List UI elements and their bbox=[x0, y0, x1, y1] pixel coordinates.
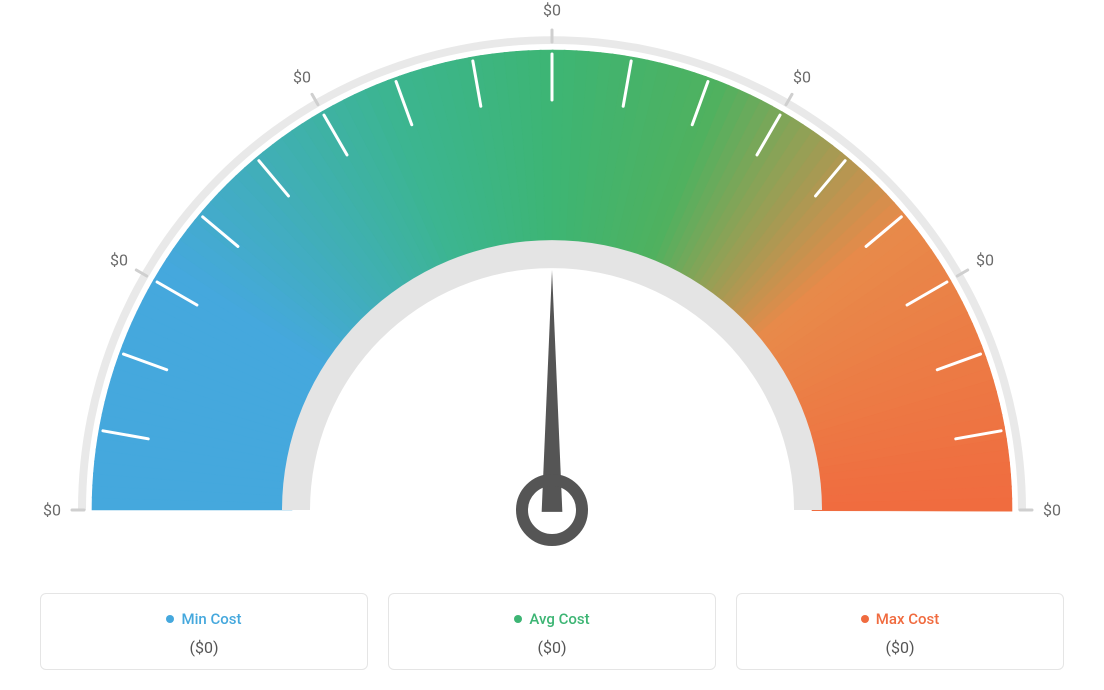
gauge-needle bbox=[522, 270, 582, 540]
legend-value-min: ($0) bbox=[51, 638, 357, 657]
gauge-svg bbox=[0, 0, 1104, 560]
gauge-scale-label: $0 bbox=[543, 1, 561, 20]
legend-label-text: Max Cost bbox=[876, 610, 940, 628]
legend-dot-icon bbox=[514, 615, 522, 623]
gauge-scale-label: $0 bbox=[1043, 501, 1061, 520]
legend-label-max: Max Cost bbox=[861, 610, 940, 628]
gauge-scale-label: $0 bbox=[793, 67, 811, 86]
legend-value-max: ($0) bbox=[747, 638, 1053, 657]
gauge-chart: $0 $0 $0 $0 $0 $0 $0 Min Cost ($0) Avg Cost ($… bbox=[0, 0, 1104, 690]
legend-label-min: Min Cost bbox=[166, 610, 241, 628]
legend-label-text: Avg Cost bbox=[529, 610, 589, 628]
legend-card-min: Min Cost ($0) bbox=[40, 593, 368, 670]
legend-dot-icon bbox=[861, 615, 869, 623]
legend-label-text: Min Cost bbox=[181, 610, 241, 628]
legend-card-max: Max Cost ($0) bbox=[736, 593, 1064, 670]
gauge-scale-label: $0 bbox=[43, 501, 61, 520]
gauge-scale-label: $0 bbox=[110, 251, 128, 270]
legend-dot-icon bbox=[166, 615, 174, 623]
legend-label-avg: Avg Cost bbox=[514, 610, 589, 628]
legend-value-avg: ($0) bbox=[399, 638, 705, 657]
gauge-scale-label: $0 bbox=[293, 67, 311, 86]
legend-card-avg: Avg Cost ($0) bbox=[388, 593, 716, 670]
gauge-scale-label: $0 bbox=[976, 251, 994, 270]
legend-row: Min Cost ($0) Avg Cost ($0) Max Cost ($0… bbox=[40, 593, 1064, 670]
